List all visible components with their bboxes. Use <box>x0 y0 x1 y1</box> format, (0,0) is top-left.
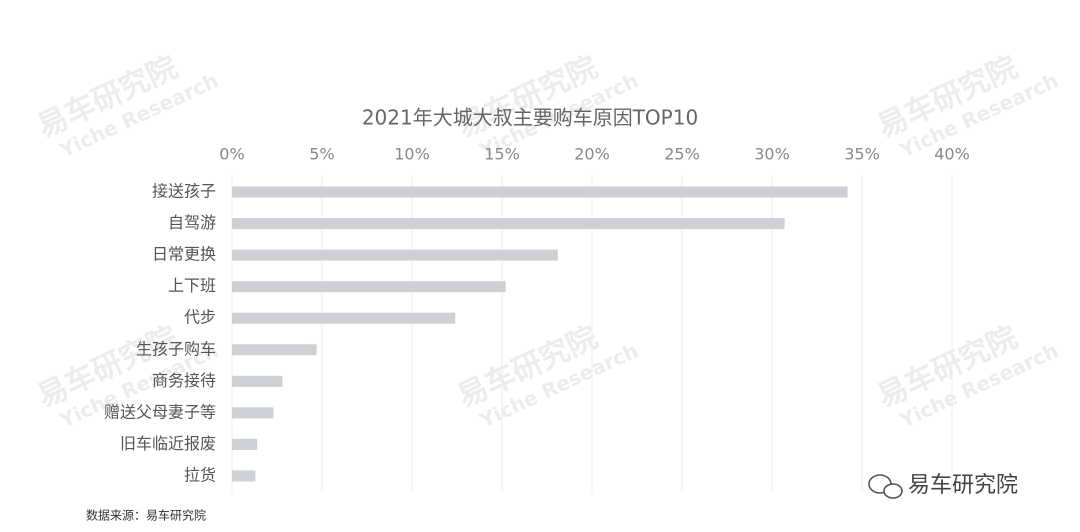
bar <box>232 218 785 230</box>
chart-title: 2021年大城大叔主要购车原因TOP10 <box>362 106 698 130</box>
y-tick-label: 生孩子购车 <box>136 339 216 358</box>
y-tick-label: 日常更换 <box>152 245 216 264</box>
y-tick-label: 商务接待 <box>152 371 216 390</box>
logo-icon <box>883 483 903 499</box>
x-tick-label: 5% <box>309 145 334 164</box>
bar <box>232 281 506 293</box>
y-tick-label: 代步 <box>184 308 216 327</box>
bar <box>232 470 256 482</box>
bar <box>232 344 317 356</box>
y-tick-label: 接送孩子 <box>152 182 216 201</box>
y-tick-label: 赠送父母妻子等 <box>104 402 216 421</box>
y-tick-label: 旧车临近报废 <box>120 434 216 453</box>
x-tick-label: 10% <box>394 145 430 164</box>
x-tick-label: 35% <box>844 145 880 164</box>
x-tick-label: 25% <box>664 145 700 164</box>
x-tick-label: 20% <box>574 145 610 164</box>
y-tick-label: 拉货 <box>184 465 216 484</box>
bar <box>232 249 558 261</box>
source: 数据来源：易车研究院 <box>86 508 206 523</box>
bar <box>232 407 274 419</box>
bar <box>232 375 283 387</box>
logo: 易车研究院 <box>868 473 1018 499</box>
bar <box>232 186 848 198</box>
bar <box>232 438 258 450</box>
bar <box>232 312 456 324</box>
y-tick-label: 上下班 <box>168 276 216 295</box>
logo-text: 易车研究院 <box>908 473 1018 498</box>
x-tick-label: 30% <box>754 145 790 164</box>
x-tick-label: 40% <box>934 145 970 164</box>
x-tick-label: 0% <box>219 145 244 164</box>
x-tick-label: 15% <box>484 145 520 164</box>
y-tick-label: 自驾游 <box>168 213 216 232</box>
